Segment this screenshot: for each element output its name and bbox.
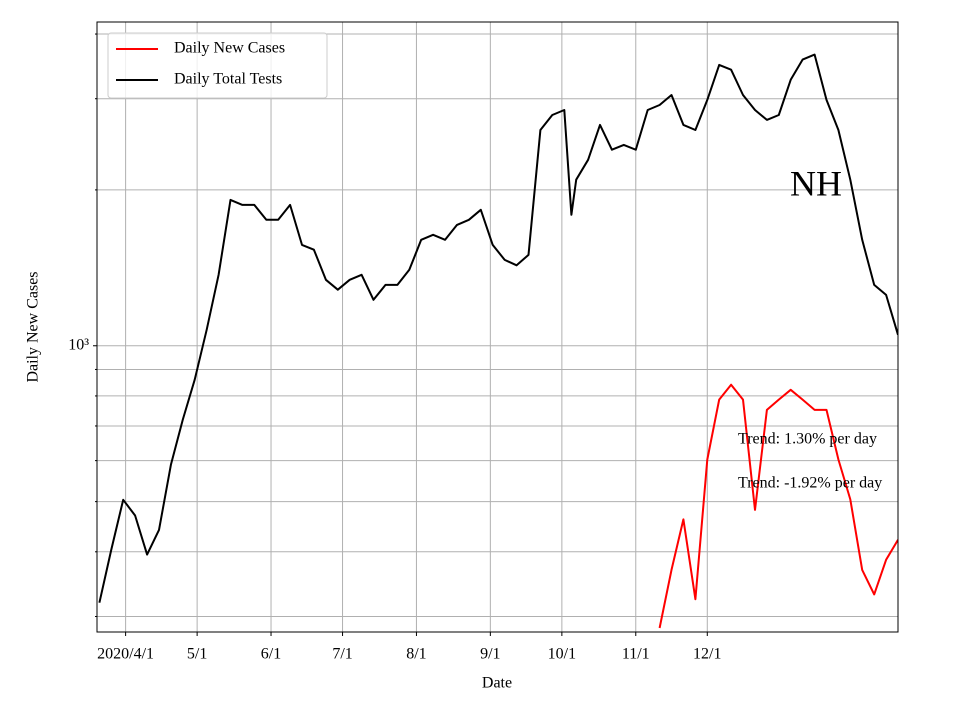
trend-label: Trend: -1.92% per day <box>738 475 882 492</box>
state-label: NH <box>790 163 842 203</box>
x-tick-label: 6/1 <box>261 646 281 663</box>
x-tick-label: 2020/4/1 <box>97 646 154 663</box>
trend-label: Trend: 1.30% per day <box>738 431 877 448</box>
legend-label: Daily New Cases <box>174 40 285 57</box>
plot-frame <box>96 21 899 633</box>
legend-box <box>107 32 328 99</box>
y-tick-label: 10³ <box>68 336 89 353</box>
series-line <box>98 53 898 603</box>
x-tick-label: 8/1 <box>406 646 426 663</box>
x-tick-label: 5/1 <box>187 646 207 663</box>
series-line <box>658 383 898 629</box>
x-tick-label: 12/1 <box>693 646 721 663</box>
legend-label: Daily Total Tests <box>174 71 282 88</box>
x-tick-label: 9/1 <box>480 646 500 663</box>
x-axis-label: Date <box>482 675 512 692</box>
x-tick-label: 7/1 <box>332 646 352 663</box>
x-tick-label: 11/1 <box>622 646 650 663</box>
x-tick-label: 10/1 <box>548 646 576 663</box>
y-axis-label: Daily New Cases <box>25 271 42 382</box>
